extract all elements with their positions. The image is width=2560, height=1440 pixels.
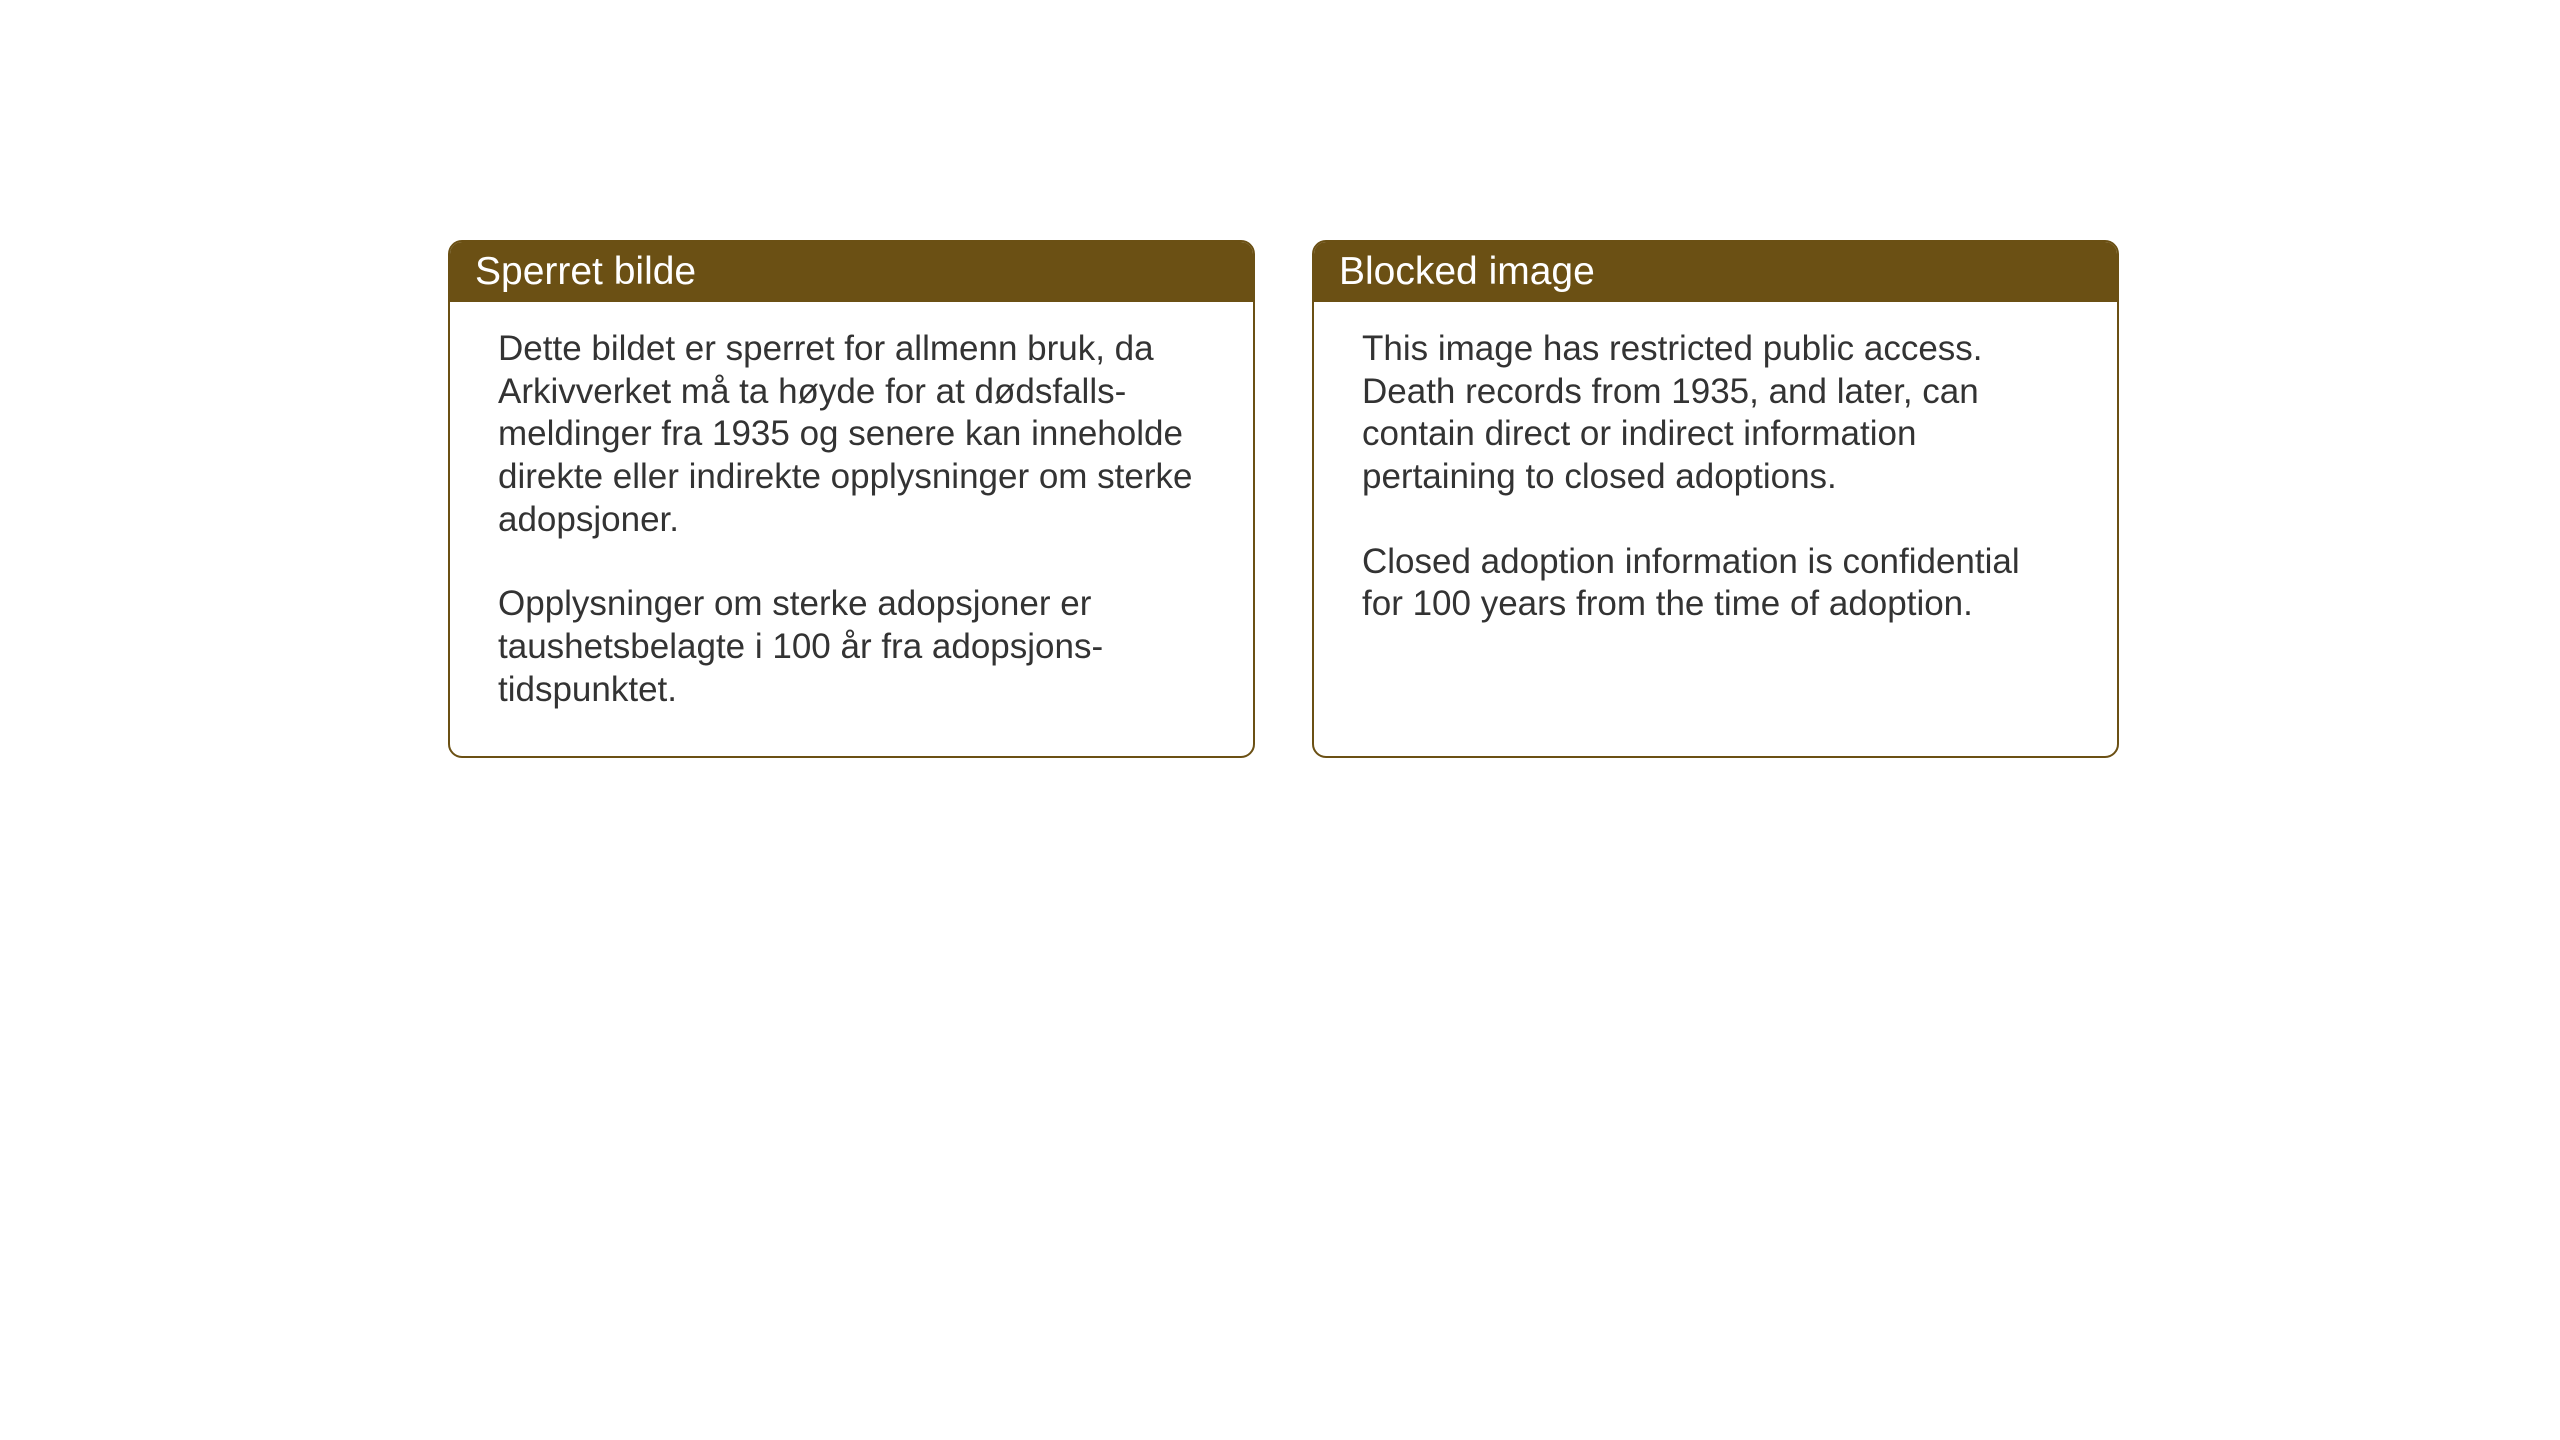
norwegian-notice-card: Sperret bilde Dette bildet er sperret fo…	[448, 240, 1255, 758]
english-paragraph-1: This image has restricted public access.…	[1362, 328, 2069, 499]
norwegian-card-body: Dette bildet er sperret for allmenn bruk…	[450, 302, 1253, 756]
english-notice-card: Blocked image This image has restricted …	[1312, 240, 2119, 758]
norwegian-paragraph-2: Opplysninger om sterke adopsjoner er tau…	[498, 583, 1205, 711]
english-card-title: Blocked image	[1314, 242, 2117, 302]
norwegian-card-title: Sperret bilde	[450, 242, 1253, 302]
english-paragraph-2: Closed adoption information is confident…	[1362, 541, 2069, 626]
english-card-body: This image has restricted public access.…	[1314, 302, 2117, 670]
notice-container: Sperret bilde Dette bildet er sperret fo…	[0, 0, 2560, 758]
norwegian-paragraph-1: Dette bildet er sperret for allmenn bruk…	[498, 328, 1205, 541]
